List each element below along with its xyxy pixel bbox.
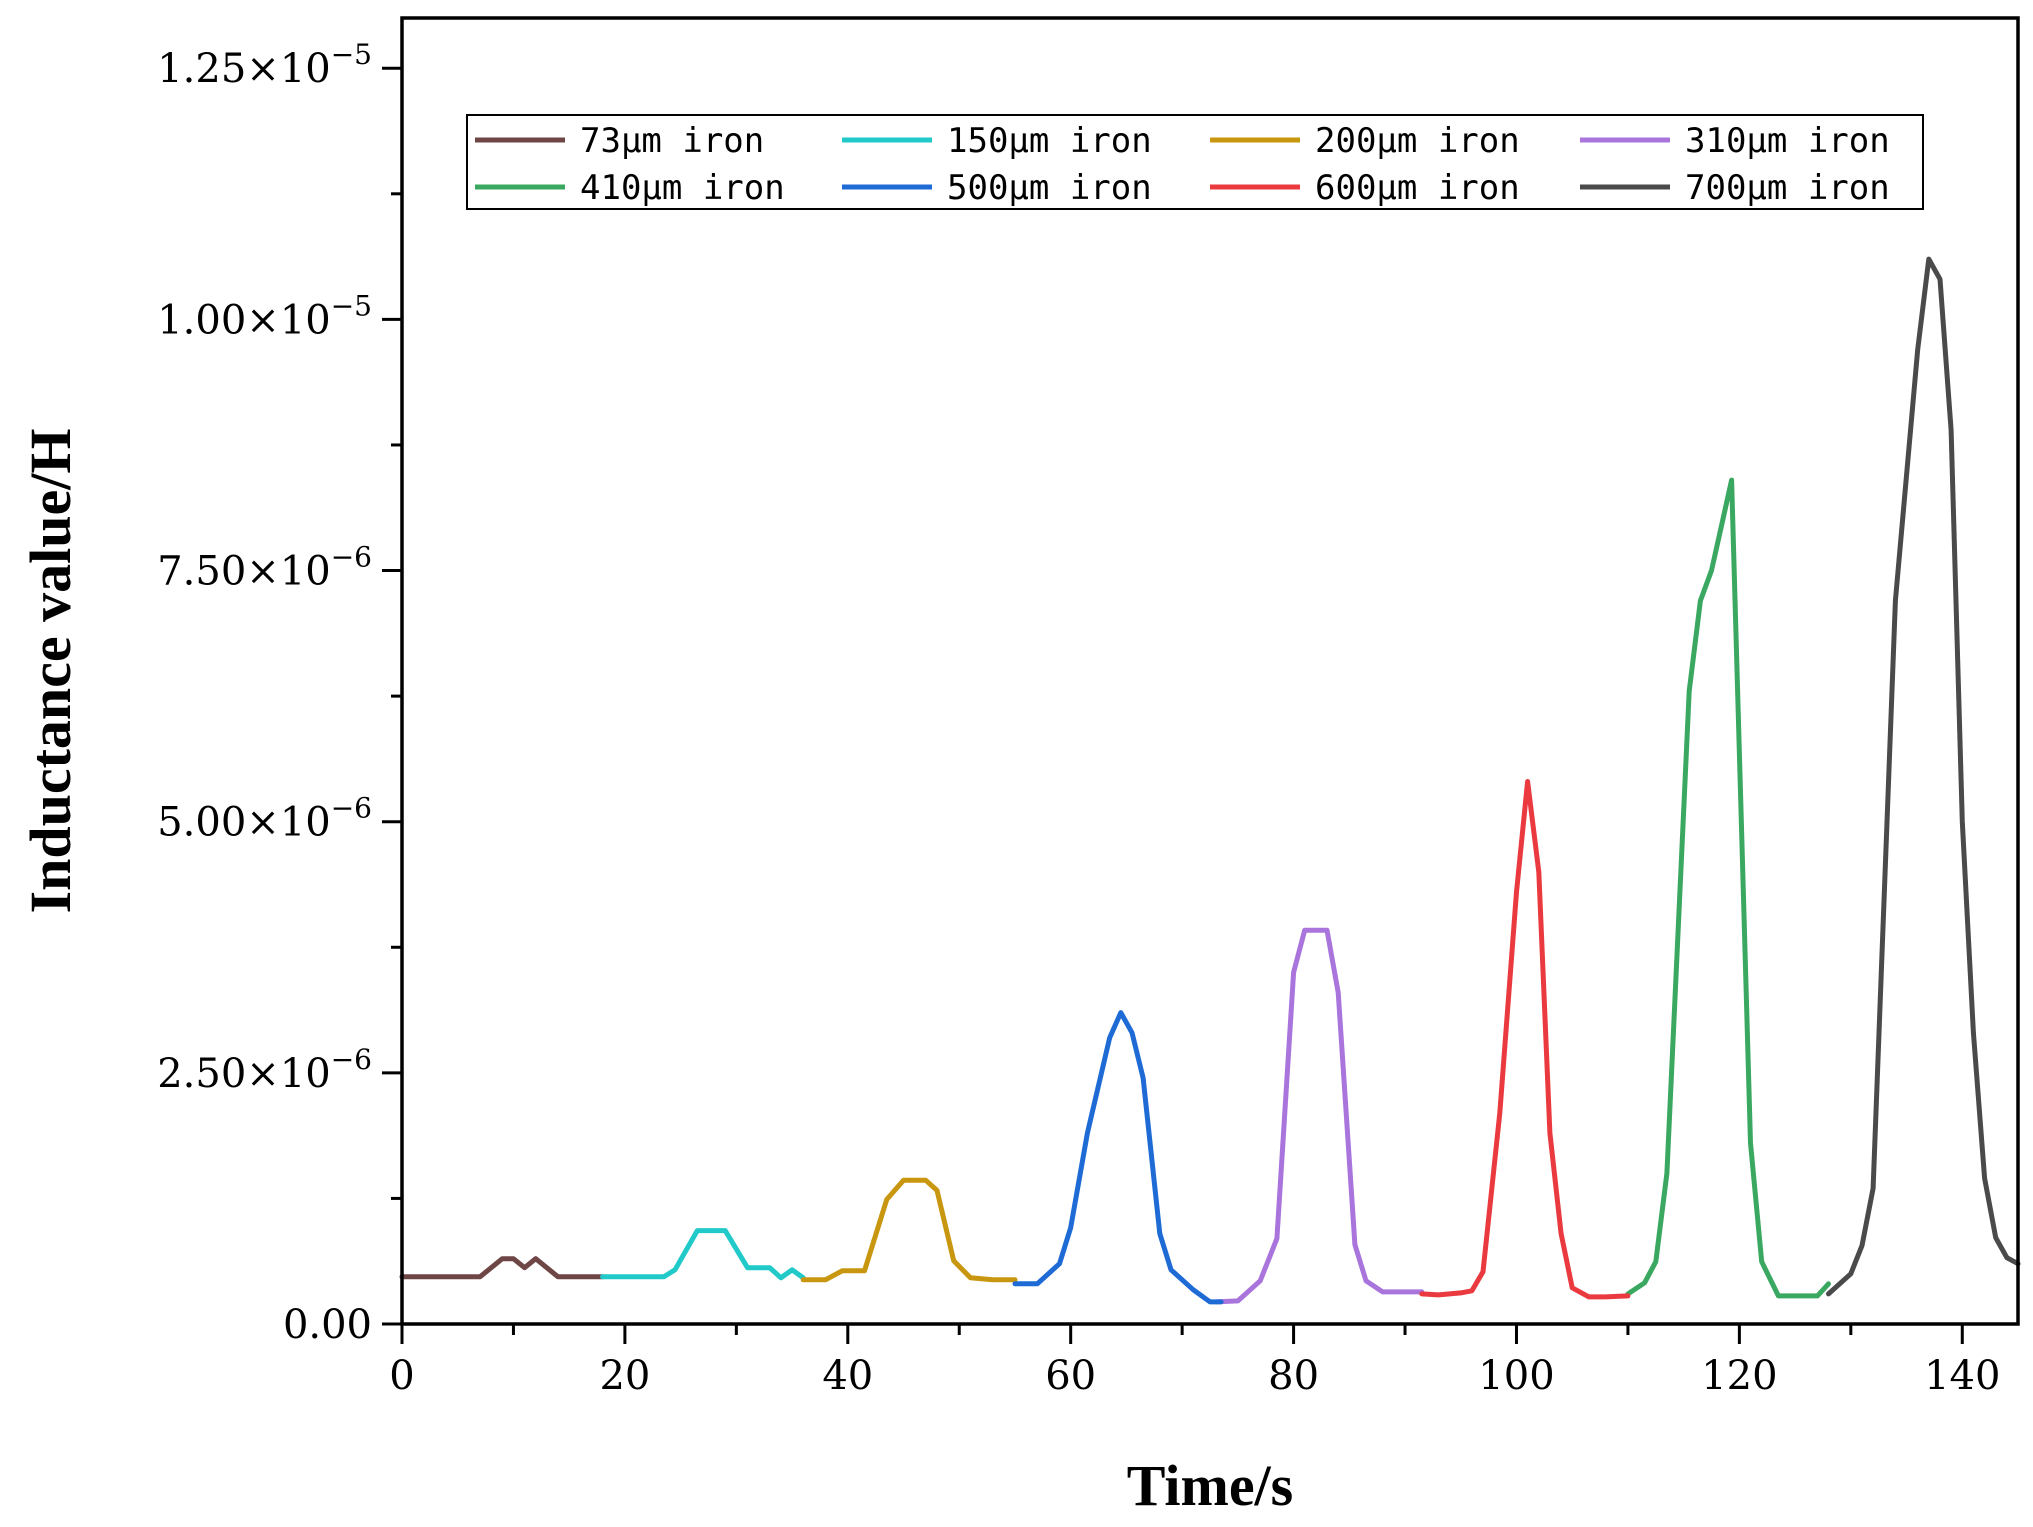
- x-tick-label: 60: [1045, 1353, 1096, 1399]
- x-tick-label: 20: [599, 1353, 650, 1399]
- y-tick-label: 5.00×10−6: [157, 792, 372, 846]
- legend-box: [466, 114, 1924, 210]
- legend-label: 200μm iron: [1315, 121, 1520, 161]
- legend-label: 700μm iron: [1685, 168, 1890, 208]
- x-tick-label: 40: [822, 1353, 873, 1399]
- y-tick-label: 7.50×10−6: [157, 541, 372, 595]
- x-tick-label: 100: [1478, 1353, 1554, 1399]
- legend-label: 500μm iron: [947, 168, 1152, 208]
- x-axis-title: Time/s: [1127, 1453, 1294, 1518]
- series-line-3: [1213, 927, 1425, 1305]
- x-axis-ticks: 0 20 40 60 80 100 120 140: [389, 1324, 2000, 1399]
- y-tick-label: 0.00: [283, 1302, 372, 1348]
- series-line-4: [1625, 477, 1831, 1299]
- legend-label: 150μm iron: [947, 121, 1152, 161]
- legend-label: 73μm iron: [580, 121, 764, 161]
- series-line-6: [1419, 779, 1631, 1300]
- x-tick-label: 0: [389, 1353, 414, 1399]
- series-line-0: [399, 1256, 606, 1280]
- x-tick-label: 140: [1924, 1353, 2000, 1399]
- legend-label: 410μm iron: [580, 168, 785, 208]
- series-line-5: [1012, 1010, 1224, 1305]
- plot-frame: [400, 16, 2020, 1326]
- legend-label: 600μm iron: [1315, 168, 1520, 208]
- legend: 73μm iron 150μm iron 200μm iron 310μm iron 4…: [466, 114, 1924, 210]
- x-tick-label: 120: [1701, 1353, 1777, 1399]
- series-line-2: [800, 1177, 1018, 1283]
- y-axis-ticks: 0.00 2.50×10−6 5.00×10−6 7.50×10−6 1.00×10−5…: [157, 38, 402, 1348]
- legend-label: 310μm iron: [1685, 121, 1890, 161]
- plot-lines: [399, 256, 2021, 1305]
- y-tick-label: 1.00×10−5: [157, 289, 372, 343]
- x-tick-label: 80: [1268, 1353, 1319, 1399]
- series-line-7: [1826, 256, 2021, 1297]
- y-axis-title: Inductance value/H: [18, 429, 83, 914]
- y-tick-label: 1.25×10−5: [157, 38, 372, 92]
- y-tick-label: 2.50×10−6: [157, 1043, 372, 1097]
- series-line-1: [600, 1228, 806, 1281]
